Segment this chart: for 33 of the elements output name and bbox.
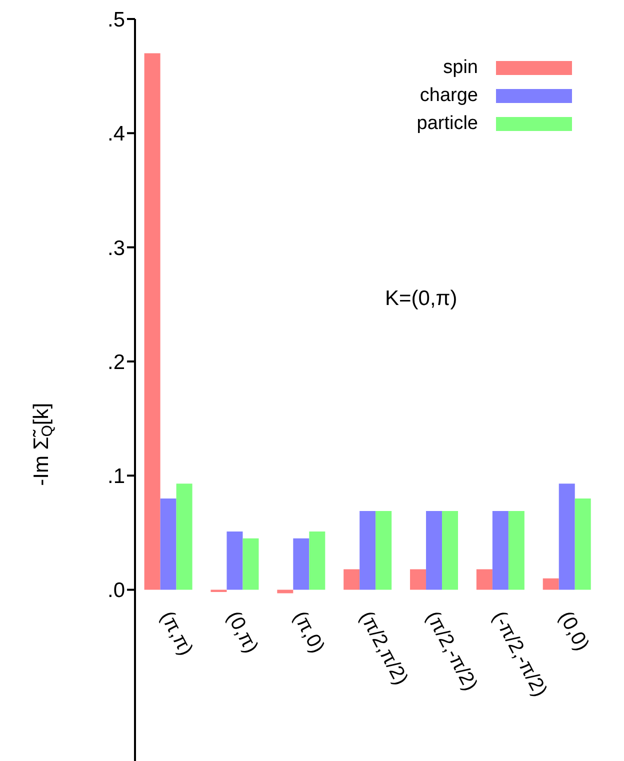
bar [360, 511, 376, 590]
legend-label: particle [416, 113, 478, 134]
x-tick-label: (π,0) [288, 608, 329, 657]
bar [426, 511, 442, 590]
bar [160, 498, 176, 590]
bar [558, 484, 575, 590]
bar [410, 569, 426, 590]
x-tick-label: (π,π) [156, 608, 198, 660]
bar [508, 511, 524, 590]
y-tick-label: .5 [107, 8, 125, 32]
bar [442, 511, 458, 590]
bar [542, 578, 559, 590]
bar [344, 569, 360, 590]
legend-label: spin [442, 57, 478, 78]
bar [376, 511, 392, 590]
bar [309, 532, 326, 590]
y-tick-label: .1 [107, 465, 125, 488]
legend-label: charge [418, 85, 478, 106]
y-tick-label: .3 [107, 236, 125, 260]
x-tick-label: (0,0) [554, 608, 594, 654]
bar [176, 484, 192, 590]
annotation: K=(0,π) [385, 287, 458, 311]
bar [226, 532, 243, 590]
y-tick-label: .2 [107, 350, 125, 374]
bar [144, 53, 160, 590]
bar [476, 569, 492, 590]
y-tick-label: .4 [107, 122, 126, 146]
bar [293, 538, 310, 590]
bar [492, 511, 508, 590]
bar [574, 498, 591, 590]
x-tick-label: (0,π) [222, 608, 262, 657]
y-tick-label: .0 [107, 579, 125, 602]
bar [242, 538, 259, 590]
